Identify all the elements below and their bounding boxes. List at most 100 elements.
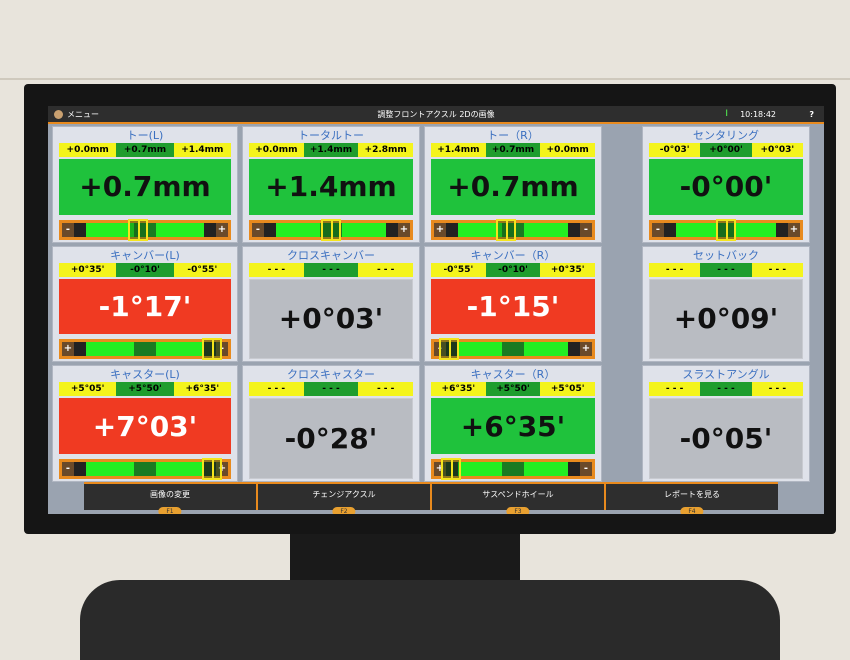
measurement-card: センタリング -0°03' +0°00' +0°03' -0°00' - +	[642, 126, 810, 243]
range-max: +0°03'	[751, 143, 803, 157]
card-title: セットバック	[693, 248, 759, 262]
range-mid: +5°50'	[116, 382, 174, 397]
adjustment-gauge: - +	[59, 218, 231, 241]
range-min: - - -	[249, 382, 304, 397]
card-title: トー（R）	[487, 129, 539, 142]
range-min: +6°35'	[431, 382, 486, 397]
measurement-value: +0°09'	[649, 278, 803, 360]
measurement-value: -0°00'	[649, 159, 803, 215]
gauge-marker	[127, 218, 148, 241]
measurement-value: +1.4mm	[249, 159, 413, 215]
gauge-left-sign: +	[434, 222, 446, 237]
gauge-right-sign: -	[216, 342, 228, 357]
gauge-center-zone	[502, 342, 524, 357]
gauge-left-sign: -	[252, 222, 264, 237]
card-title: キャンバー(L)	[110, 248, 180, 262]
range-row: +0.0mm +0.7mm +1.4mm	[59, 143, 231, 157]
range-max: - - -	[751, 262, 803, 277]
measurement-value: +0°03'	[249, 278, 413, 360]
range-mid: +0.7mm	[116, 143, 174, 157]
window-title: 調整フロントアクスル 2Dの画像	[377, 109, 495, 119]
measurement-card: クロスキャスター - - -- - -- - - -0°28'	[242, 365, 420, 482]
card-title: キャスター（R）	[470, 368, 556, 382]
card-title: トー(L)	[126, 129, 164, 142]
measurement-card: キャンバー(L) +0°35' -0°10' -0°55' -1°17' + -	[52, 245, 238, 363]
alignment-screen: メニュー 調整フロントアクスル 2Dの画像 I 10:18:42 ? トー(L)…	[48, 106, 824, 514]
gauge-right-sign: +	[580, 342, 592, 357]
range-row: - - -- - -- - -	[649, 262, 803, 277]
gauge-track	[664, 218, 788, 241]
menu-button[interactable]: メニュー	[54, 109, 99, 120]
card-title: キャスター(L)	[110, 368, 180, 382]
gauge-limit-right	[776, 222, 788, 237]
range-row: -0°55' -0°10' +0°35'	[431, 262, 596, 277]
gauge-right-sign: -	[580, 222, 592, 237]
gauge-track	[441, 458, 580, 480]
title-bar: メニュー 調整フロントアクスル 2Dの画像 I 10:18:42 ?	[48, 106, 824, 124]
card-title: クロスキャスター	[287, 368, 375, 382]
adjustment-gauge: + -	[431, 218, 595, 241]
function-button-f4[interactable]: レポートを見る F4	[606, 484, 778, 514]
gauge-left-sign: +	[62, 342, 74, 357]
range-min: +0.0mm	[249, 143, 304, 157]
range-min: +0.0mm	[59, 143, 117, 157]
gauge-limit-left	[264, 222, 276, 237]
range-min: +5°05'	[59, 382, 117, 397]
range-row: +6°35' +5°50' +5°05'	[431, 382, 596, 397]
function-button-f2[interactable]: チェンジアクスル F2	[258, 484, 432, 514]
range-min: - - -	[649, 382, 701, 397]
function-key-badge: F3	[506, 507, 530, 514]
measurement-card: キャスター(L) +5°05' +5°50' +6°35' +7°03' - +	[52, 365, 238, 482]
adjustment-gauge: + -	[431, 458, 595, 480]
measurement-value: +0.7mm	[59, 159, 231, 215]
function-button-f1[interactable]: 画像の変更 F1	[84, 484, 258, 514]
adjustment-gauge: - +	[431, 338, 595, 361]
gauge-limit-left	[446, 222, 458, 237]
range-mid: - - -	[700, 262, 752, 277]
range-mid: +5°50'	[485, 382, 541, 397]
range-mid: -0°10'	[116, 262, 174, 277]
adjustment-gauge: + -	[59, 338, 231, 361]
function-button-f3[interactable]: サスペンドホイール F3	[432, 484, 606, 514]
gauge-center-zone	[133, 342, 157, 357]
gauge-marker	[716, 218, 736, 241]
function-button-label: 画像の変更	[150, 490, 190, 499]
range-min: - - -	[249, 262, 304, 277]
measurement-grid: トー(L) +0.0mm +0.7mm +1.4mm +0.7mm - + トータルトー +0.…	[52, 126, 820, 482]
measurement-card: トータルトー +0.0mm +1.4mm +2.8mm +1.4mm - +	[242, 126, 420, 243]
range-mid: - - -	[303, 382, 359, 397]
range-row: - - -- - -- - -	[649, 382, 803, 397]
range-min: - - -	[649, 262, 701, 277]
range-mid: - - -	[303, 262, 359, 277]
gauge-track	[264, 218, 398, 241]
function-button-label: チェンジアクスル	[312, 490, 376, 499]
adjustment-gauge: - +	[649, 218, 803, 241]
measurement-value: +0.7mm	[431, 159, 595, 215]
gauge-track	[74, 458, 222, 480]
range-max: +0.0mm	[540, 143, 596, 157]
gauge-limit-right	[568, 462, 580, 476]
gauge-right-sign: +	[788, 222, 800, 237]
gauge-limit-left	[74, 342, 86, 357]
range-max: - - -	[751, 382, 803, 397]
measurement-card: キャスター（R） +6°35' +5°50' +5°05' +6°35' + -	[424, 365, 602, 482]
measurement-value: -1°17'	[59, 278, 231, 335]
gauge-marker	[321, 218, 341, 241]
measurement-value: -0°28'	[249, 398, 413, 479]
gauge-right-sign: +	[216, 222, 228, 237]
gauge-track	[446, 218, 580, 241]
range-mid: +1.4mm	[303, 143, 359, 157]
function-button-label: レポートを見る	[664, 490, 720, 499]
measurement-value: +6°35'	[431, 398, 595, 454]
gauge-track	[74, 338, 222, 361]
range-row: +5°05' +5°50' +6°35'	[59, 382, 231, 397]
range-mid: +0.7mm	[485, 143, 541, 157]
gauge-left-sign: -	[652, 222, 664, 237]
range-mid: -0°10'	[485, 262, 541, 277]
range-row: +0.0mm +1.4mm +2.8mm	[249, 143, 414, 157]
gauge-right-sign: +	[216, 462, 228, 476]
gauge-limit-right	[568, 222, 580, 237]
range-row: +1.4mm +0.7mm +0.0mm	[431, 143, 596, 157]
gauge-left-sign: -	[62, 462, 74, 476]
help-button[interactable]: ?	[809, 109, 814, 119]
